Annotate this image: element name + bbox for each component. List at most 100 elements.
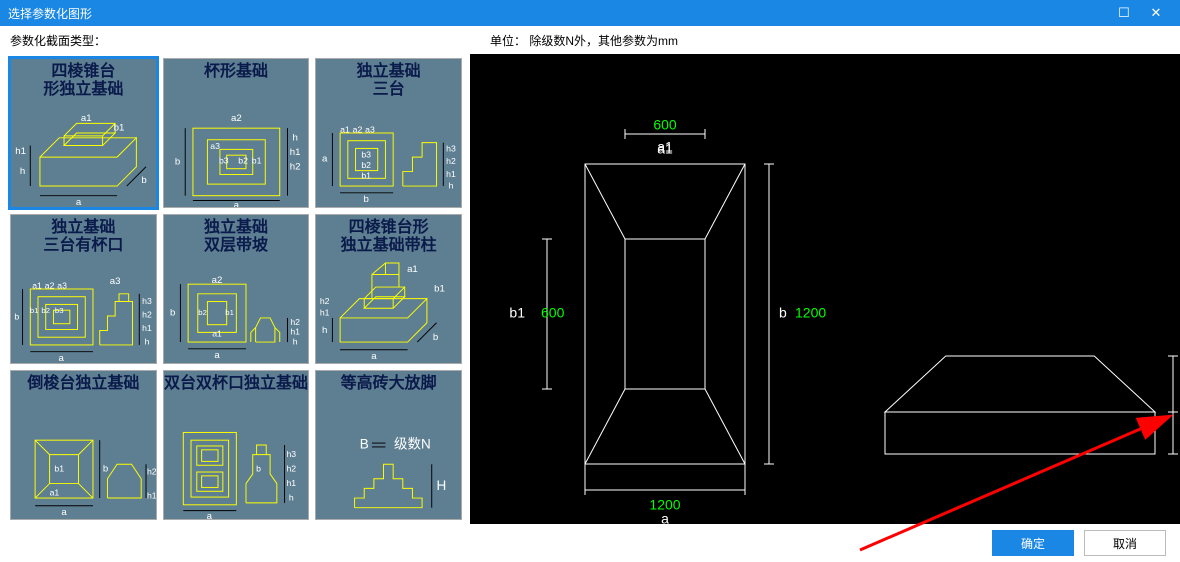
svg-text:h3: h3 bbox=[286, 449, 296, 459]
svg-text:a3: a3 bbox=[210, 141, 220, 151]
svg-text:h: h bbox=[322, 325, 327, 336]
svg-text:h1: h1 bbox=[142, 323, 152, 333]
svg-text:b3: b3 bbox=[219, 155, 229, 165]
cancel-button[interactable]: 取消 bbox=[1084, 530, 1166, 556]
svg-text:a: a bbox=[61, 507, 67, 518]
svg-text:h: h bbox=[292, 336, 297, 346]
thumbnail-title: 四棱锥台 形独立基础 bbox=[11, 63, 156, 99]
preview-drawing: 600a1a11200ab1600b1200h600h1600 bbox=[470, 54, 1180, 524]
svg-text:b: b bbox=[103, 464, 108, 475]
svg-text:a2: a2 bbox=[231, 113, 242, 124]
svg-text:h1: h1 bbox=[290, 327, 300, 337]
svg-text:h2: h2 bbox=[290, 317, 300, 327]
svg-text:b1: b1 bbox=[225, 308, 234, 317]
svg-text:h1: h1 bbox=[447, 169, 457, 179]
svg-text:h: h bbox=[289, 492, 294, 502]
svg-text:a: a bbox=[206, 511, 212, 519]
svg-text:b: b bbox=[256, 463, 261, 473]
svg-text:h1: h1 bbox=[286, 478, 296, 488]
thumbnail-figure: b a h3 h2 h1 h bbox=[164, 371, 309, 519]
footer: 确定 取消 bbox=[0, 524, 1180, 562]
svg-text:a3: a3 bbox=[366, 124, 376, 134]
thumbnail-1[interactable]: aba2a3b3b2b1hh1h2杯形基础 bbox=[163, 58, 310, 208]
thumbnail-0[interactable]: abhh1a1b1四棱锥台 形独立基础 bbox=[10, 58, 157, 208]
svg-text:a2: a2 bbox=[211, 275, 222, 286]
svg-text:h3: h3 bbox=[142, 296, 152, 306]
svg-text:b2: b2 bbox=[41, 306, 50, 315]
svg-text:a1: a1 bbox=[407, 264, 418, 275]
thumbnail-title: 独立基础 三台有杯口 bbox=[11, 219, 156, 255]
thumbnail-title: 独立基础 双层带坡 bbox=[164, 219, 309, 255]
thumbnail-4[interactable]: a a2 a1 b b2 b1 h2h1h 独立基础 双层带坡 bbox=[163, 214, 310, 364]
thumbnail-3[interactable]: a3aa1a2a3bb1b2b3h3h2h1h独立基础 三台有杯口 bbox=[10, 214, 157, 364]
svg-text:b1: b1 bbox=[54, 463, 64, 473]
svg-text:a: a bbox=[76, 197, 82, 207]
thumbnail-2[interactable]: baa1a2a3b1b2b3h3h2h1h独立基础 三台 bbox=[315, 58, 462, 208]
svg-text:a2: a2 bbox=[353, 124, 363, 134]
sublabel-row: 参数化截面类型： 单位： 除级数N外，其他参数为mm bbox=[0, 26, 1180, 54]
svg-text:a: a bbox=[372, 351, 378, 362]
svg-text:h1: h1 bbox=[320, 307, 330, 317]
svg-text:b2: b2 bbox=[198, 308, 207, 317]
maximize-button[interactable]: ☐ bbox=[1108, 5, 1140, 21]
svg-text:a1: a1 bbox=[81, 113, 92, 124]
thumbnail-figure: a1 b1 a b h2 h1 bbox=[11, 371, 156, 519]
svg-text:a: a bbox=[322, 154, 328, 165]
svg-text:h1: h1 bbox=[289, 147, 300, 158]
svg-text:b: b bbox=[14, 311, 19, 321]
svg-text:a1: a1 bbox=[212, 329, 222, 339]
svg-text:b: b bbox=[174, 156, 179, 167]
svg-text:b3: b3 bbox=[55, 306, 64, 315]
svg-text:h2: h2 bbox=[147, 466, 156, 476]
svg-text:b: b bbox=[170, 308, 175, 319]
svg-text:a: a bbox=[661, 511, 669, 524]
svg-text:a: a bbox=[214, 350, 220, 361]
unit-label: 单位： 除级数N外，其他参数为mm bbox=[470, 32, 1170, 49]
thumbnail-figure: B级数NH bbox=[316, 371, 461, 519]
svg-text:h2: h2 bbox=[289, 161, 300, 172]
thumbnail-7[interactable]: bah3h2h1h双台双杯口独立基础 bbox=[163, 370, 310, 520]
svg-text:h3: h3 bbox=[447, 144, 457, 154]
thumbnail-title: 四棱锥台形 独立基础带柱 bbox=[316, 219, 461, 255]
thumbnail-title: 等高砖大放脚 bbox=[316, 375, 461, 393]
thumbnail-8[interactable]: B级数NH等高砖大放脚 bbox=[315, 370, 462, 520]
preview-pane: 600a1a11200ab1600b1200h600h1600 bbox=[470, 54, 1180, 524]
svg-text:1200: 1200 bbox=[795, 305, 826, 321]
close-button[interactable]: ✕ bbox=[1140, 5, 1172, 21]
svg-text:a3: a3 bbox=[110, 276, 121, 287]
svg-text:b1: b1 bbox=[362, 171, 372, 181]
svg-text:b2: b2 bbox=[238, 155, 248, 165]
thumbnail-title: 杯形基础 bbox=[164, 63, 309, 81]
svg-text:h2: h2 bbox=[142, 309, 152, 319]
thumbnail-title: 倒梭台独立基础 bbox=[11, 375, 156, 393]
titlebar: 选择参数化图形 ☐ ✕ bbox=[0, 0, 1180, 26]
svg-text:a1: a1 bbox=[657, 141, 673, 157]
window-title: 选择参数化图形 bbox=[8, 5, 1108, 22]
svg-text:h: h bbox=[449, 180, 454, 190]
svg-text:级数N: 级数N bbox=[394, 437, 431, 452]
svg-text:b: b bbox=[141, 175, 146, 186]
ok-button[interactable]: 确定 bbox=[992, 530, 1074, 556]
svg-text:a1: a1 bbox=[340, 124, 350, 134]
thumbnail-gallery: abhh1a1b1四棱锥台 形独立基础aba2a3b3b2b1hh1h2杯形基础… bbox=[0, 54, 470, 524]
svg-text:b: b bbox=[779, 305, 787, 321]
svg-text:b1: b1 bbox=[434, 284, 445, 295]
svg-text:a1: a1 bbox=[32, 280, 42, 290]
svg-text:a1: a1 bbox=[50, 488, 60, 498]
svg-text:h: h bbox=[145, 336, 150, 346]
svg-text:a: a bbox=[233, 200, 239, 207]
svg-text:h2: h2 bbox=[286, 463, 296, 473]
thumbnail-6[interactable]: a1 b1 a b h2 h1 倒梭台独立基础 bbox=[10, 370, 157, 520]
svg-text:h2: h2 bbox=[447, 156, 457, 166]
thumbnail-title: 独立基础 三台 bbox=[316, 63, 461, 99]
svg-text:h2: h2 bbox=[320, 296, 330, 306]
thumbnail-5[interactable]: a b a1 b1 h h1h2 四棱锥台形 独立基础带柱 bbox=[315, 214, 462, 364]
svg-text:b2: b2 bbox=[362, 160, 372, 170]
svg-text:b1: b1 bbox=[509, 305, 525, 321]
gallery-label: 参数化截面类型： bbox=[10, 32, 470, 49]
svg-text:b1: b1 bbox=[114, 123, 125, 134]
svg-text:a3: a3 bbox=[57, 280, 67, 290]
svg-text:b: b bbox=[433, 332, 438, 343]
svg-text:h1: h1 bbox=[147, 490, 156, 500]
svg-text:a2: a2 bbox=[45, 280, 55, 290]
